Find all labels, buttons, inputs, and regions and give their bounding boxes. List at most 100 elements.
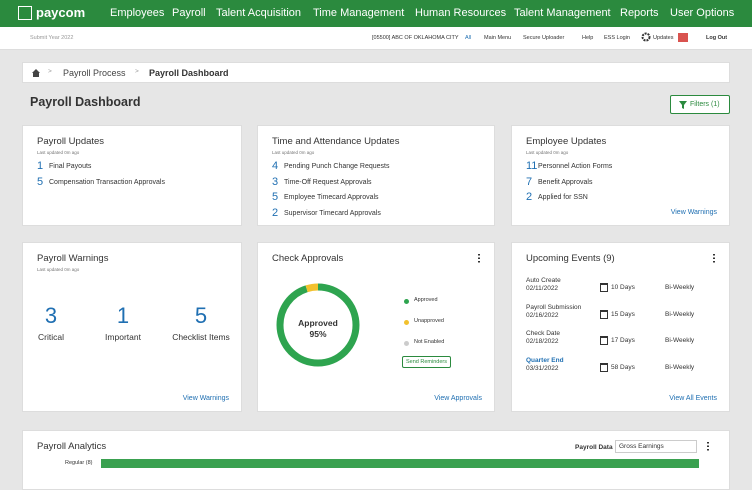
item-label[interactable]: Personnel Action Forms — [538, 163, 613, 170]
header-link[interactable]: Updates — [653, 35, 674, 41]
more-menu[interactable] — [713, 253, 715, 263]
warning-count[interactable]: 1 — [116, 303, 130, 328]
warning-count[interactable]: 3 — [44, 303, 58, 328]
item-count[interactable]: 1 — [37, 160, 44, 172]
header-link[interactable]: ESS Login — [604, 35, 630, 41]
legend-label: Not Enabled — [414, 339, 445, 345]
item-label[interactable]: Supervisor Timecard Approvals — [284, 209, 381, 217]
card-link[interactable]: View Approvals — [434, 395, 482, 402]
event-date: 02/11/2022 — [526, 285, 559, 292]
donut-center-label: Approved — [298, 318, 338, 328]
item-count[interactable]: 2 — [272, 206, 279, 219]
event-name[interactable]: Quarter End — [526, 356, 564, 364]
nav-item[interactable]: Payroll — [172, 7, 206, 19]
company[interactable]: [05500] ABC OF OKLAHOMA CITY — [372, 35, 459, 41]
legend-dot — [404, 320, 409, 325]
warning-label: Important — [105, 332, 141, 342]
event-frequency: Bi-Weekly — [665, 310, 695, 318]
nav-item[interactable]: Time Management — [313, 7, 405, 19]
page-title: Payroll Dashboard — [30, 95, 141, 109]
event-date: 02/18/2022 — [526, 338, 559, 345]
item-label[interactable]: Final Payouts — [49, 163, 92, 170]
warning-label: Critical — [38, 332, 64, 342]
legend-dot — [404, 299, 409, 304]
nav-item[interactable]: Human Resources — [415, 7, 507, 19]
calendar-icon — [600, 336, 608, 345]
analytics-card: Payroll Analytics Payroll Data Gross Earni… — [22, 430, 730, 490]
card-title: Payroll Warnings — [37, 253, 109, 264]
card-link[interactable]: View Warnings — [182, 395, 229, 402]
breadcrumb-bar: > Payroll Process > Payroll Dashboard — [22, 62, 730, 83]
filters-button[interactable]: Filters (1) — [670, 95, 730, 114]
breadcrumb-link[interactable]: Payroll Process — [63, 68, 126, 78]
card: Check Approvals View Approvals Approved Una… — [257, 242, 495, 412]
item-count[interactable]: 3 — [272, 175, 279, 188]
header-link[interactable]: Secure Uploader — [523, 35, 565, 41]
item-count[interactable]: 2 — [526, 191, 533, 203]
nav-item[interactable]: Employees — [110, 7, 165, 19]
card-title: Check Approvals — [272, 253, 344, 264]
more-menu[interactable] — [478, 253, 480, 263]
data-select[interactable]: Gross Earnings — [615, 440, 697, 453]
donut-center-value: 95% — [309, 329, 327, 339]
header-link[interactable]: Log Out — [706, 35, 728, 41]
card-title: Employee Updates — [526, 136, 607, 147]
logo-box — [18, 6, 32, 20]
last-updated: Last updated 0m ago — [272, 150, 315, 155]
card-link[interactable]: View Warnings — [670, 209, 717, 216]
calendar-icon — [600, 283, 608, 292]
gear — [641, 32, 651, 42]
filter-icon — [679, 101, 687, 109]
header-link[interactable]: Help — [582, 35, 594, 41]
item-count[interactable]: 5 — [272, 191, 279, 203]
card: Payroll Warnings Last updated 0m ago View … — [22, 242, 242, 412]
card-title: Time and Attendance Updates — [272, 136, 400, 147]
item-count[interactable]: 11 — [526, 160, 538, 172]
analytics-bar — [101, 459, 699, 468]
item-label[interactable]: Pending Punch Change Requests — [284, 163, 390, 170]
card-link[interactable]: View All Events — [669, 395, 717, 402]
nav-item[interactable]: Reports — [620, 7, 659, 19]
event-date: 02/16/2022 — [526, 311, 559, 319]
nav-item[interactable]: User Options — [670, 7, 735, 19]
item-count[interactable]: 5 — [37, 175, 44, 188]
gear-icon[interactable] — [641, 32, 651, 42]
breadcrumb-current: Payroll Dashboard — [149, 68, 229, 78]
legend-label: Unapproved — [414, 318, 444, 324]
item-label[interactable]: Applied for SSN — [538, 194, 588, 201]
calendar-icon — [600, 362, 608, 372]
legend-label: Approved — [414, 297, 438, 303]
nav-item[interactable]: Talent Acquisition — [216, 7, 301, 19]
card: Payroll Updates Last updated 0m ago 1 Final… — [22, 125, 242, 226]
item-count[interactable]: 4 — [272, 160, 279, 172]
card-title: Payroll Updates — [37, 136, 105, 147]
card-title: Payroll Analytics — [37, 441, 107, 452]
event-name: Payroll Submission — [526, 303, 582, 311]
item-count[interactable]: 7 — [526, 175, 533, 188]
header-link[interactable]: All — [465, 35, 472, 41]
logo: paycom — [36, 5, 86, 20]
event-frequency: Bi-Weekly — [665, 284, 695, 291]
more-menu[interactable] — [707, 441, 709, 451]
warning-count[interactable]: 5 — [194, 303, 208, 328]
event-name: Check Date — [526, 330, 560, 337]
nav-item[interactable]: Talent Management — [514, 7, 611, 19]
home-icon[interactable] — [31, 68, 41, 78]
separator: > — [48, 68, 52, 75]
event-name: Auto Create — [526, 277, 561, 284]
sub-bar: Submit Year 2022 [05500] ABC OF OKLAHOMA … — [0, 27, 752, 50]
row-label: Regular (8) — [65, 460, 93, 466]
item-label[interactable]: Time-Off Request Approvals — [284, 178, 372, 186]
item-label[interactable]: Compensation Transaction Approvals — [49, 178, 165, 186]
filters-label: Filters (1) — [690, 101, 720, 108]
header-link[interactable]: Main Menu — [484, 35, 512, 41]
card: Upcoming Events (9) View All Events Auto C… — [511, 242, 730, 412]
last-updated: Last updated 0m ago — [37, 267, 80, 272]
item-label[interactable]: Benefit Approvals — [538, 178, 593, 186]
last-updated: Last updated 0m ago — [526, 150, 569, 155]
send-reminders-button[interactable]: Send Reminders — [402, 356, 451, 368]
event-days: 17 Days — [611, 337, 635, 344]
item-label[interactable]: Employee Timecard Approvals — [284, 194, 379, 201]
event-frequency: Bi-Weekly — [665, 363, 695, 371]
event-date: 03/31/2022 — [526, 364, 559, 372]
